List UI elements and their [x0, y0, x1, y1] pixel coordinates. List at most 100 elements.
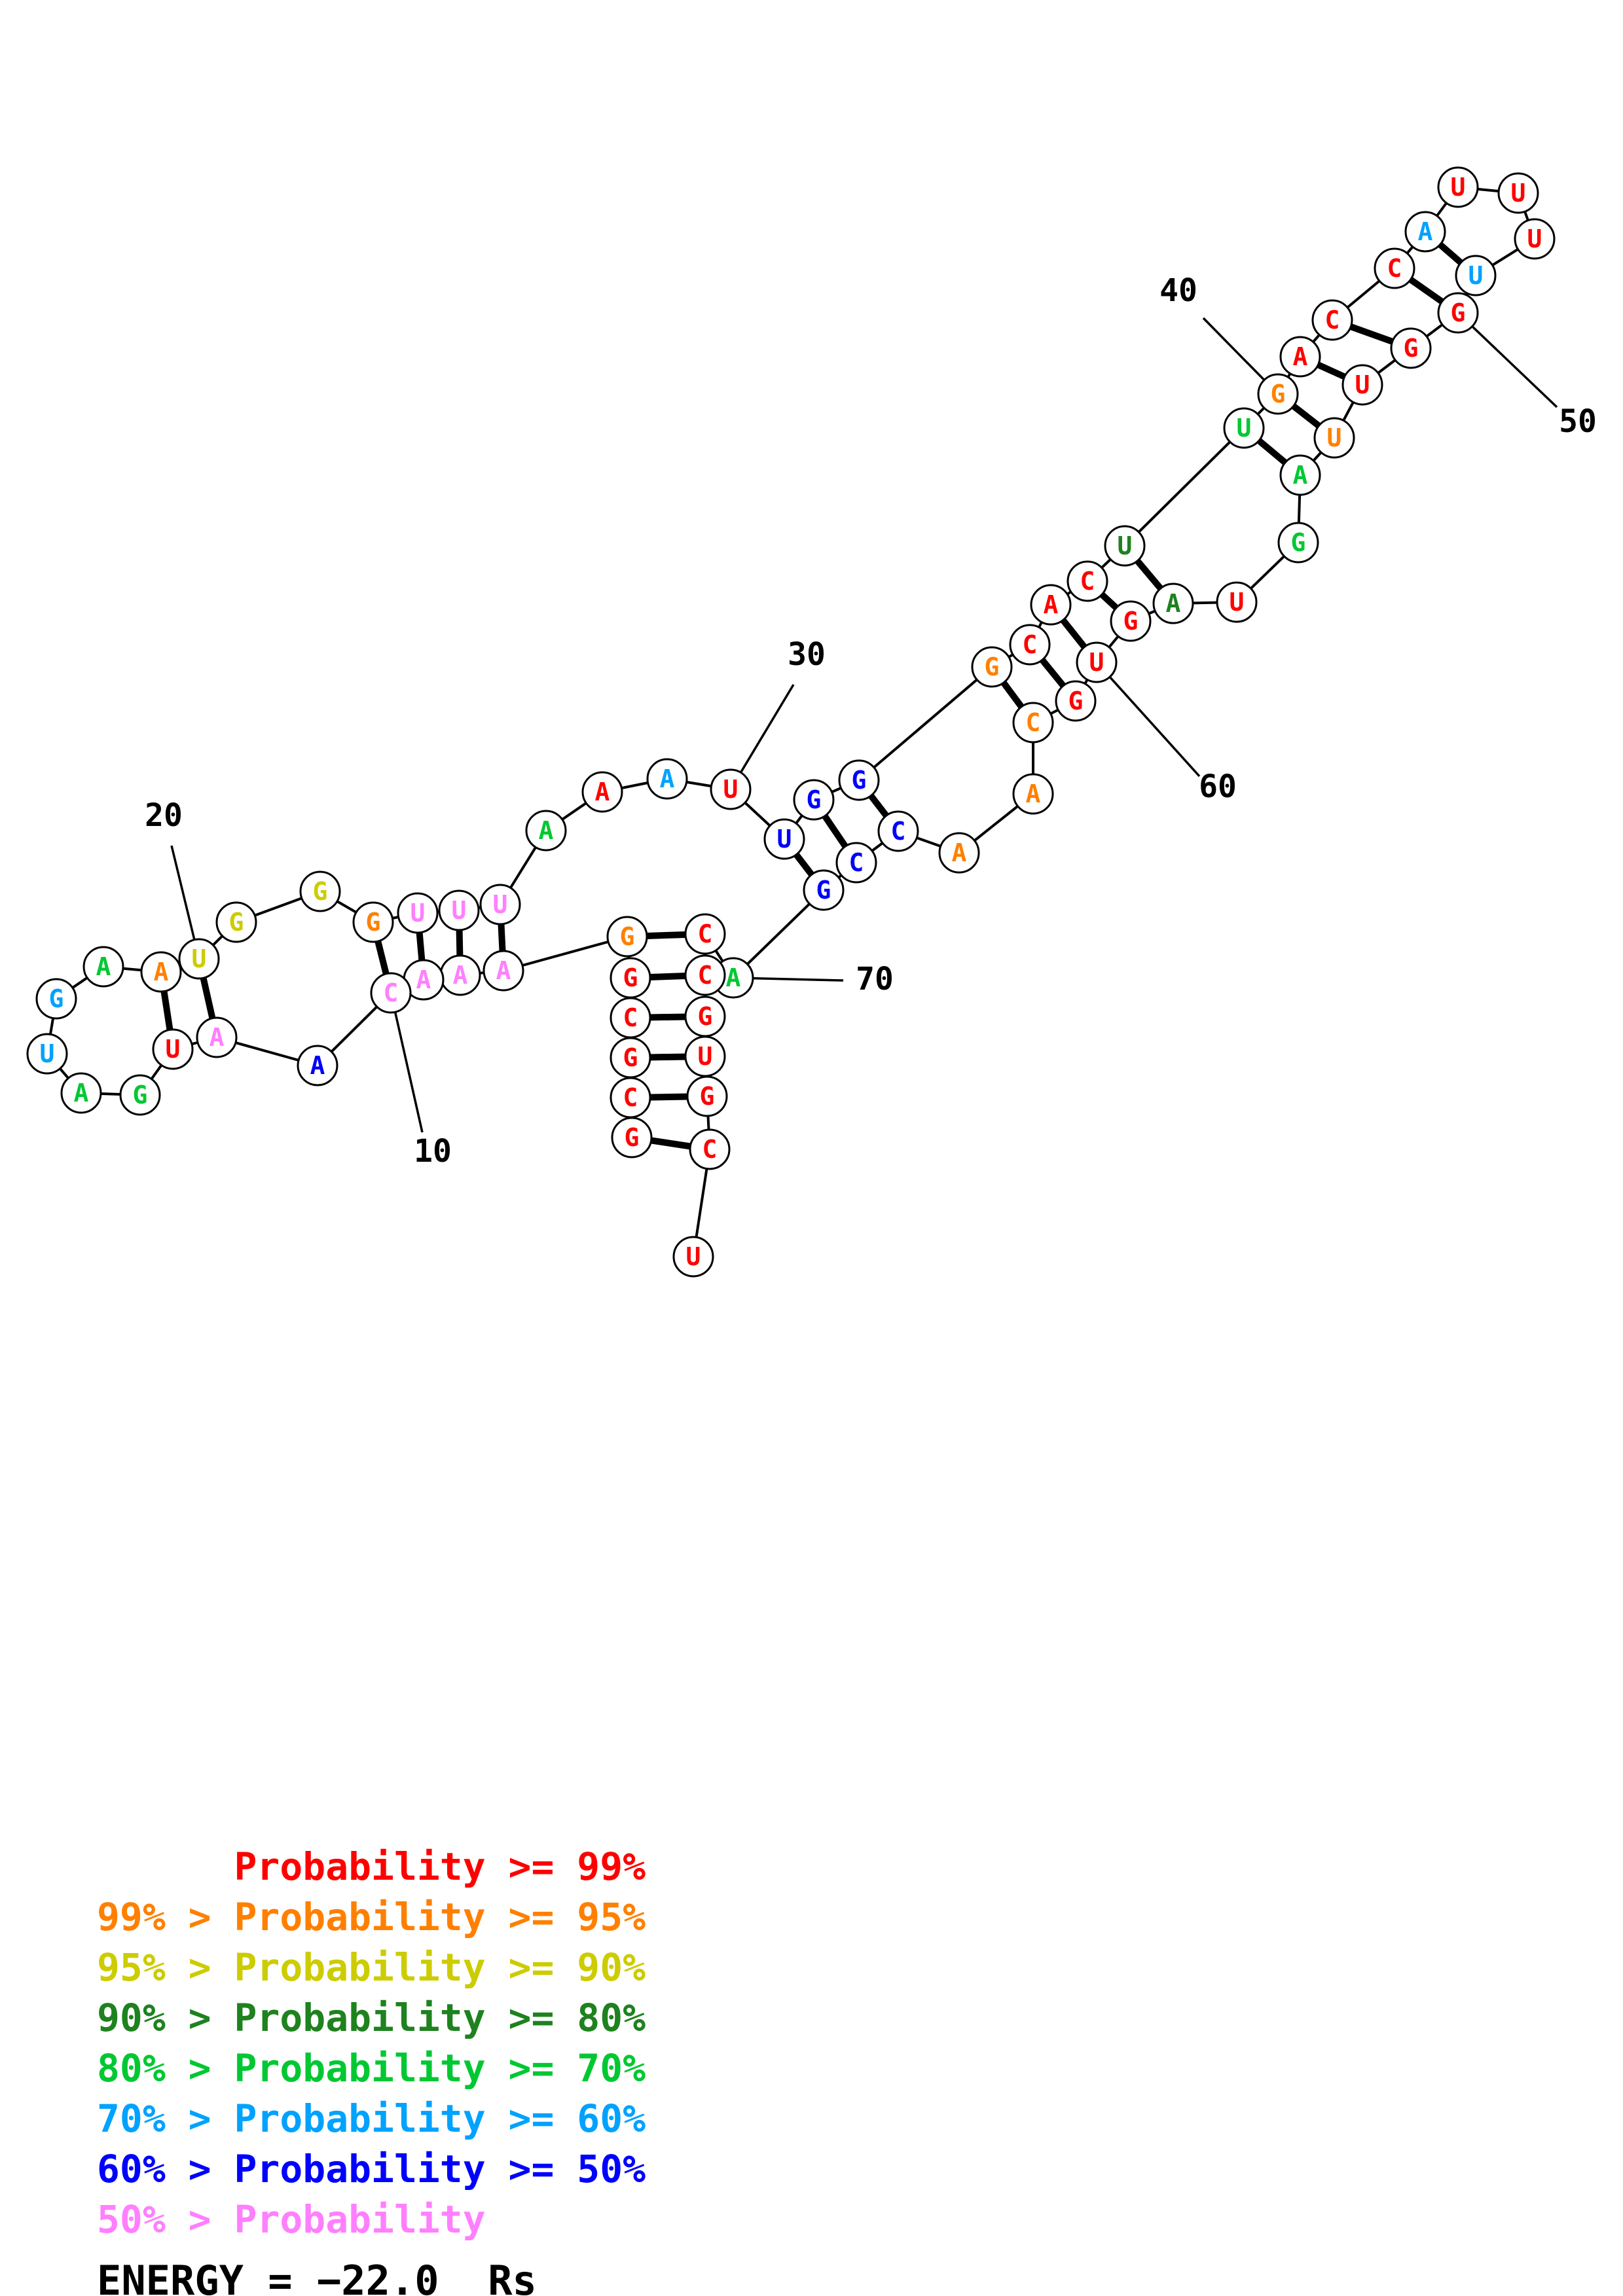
- nucleotide-base: U: [1527, 224, 1542, 253]
- nucleotide-base: U: [1468, 261, 1484, 290]
- nucleotide-base: G: [229, 908, 244, 937]
- nucleotide-base: A: [1044, 590, 1059, 619]
- nucleotide-circle: [297, 1045, 338, 1086]
- nucleotide-circle: [835, 842, 877, 884]
- position-label: 20: [145, 797, 183, 834]
- nucleotide-circle: [438, 889, 480, 931]
- nucleotide-circle: [1277, 522, 1319, 564]
- position-label: 40: [1159, 272, 1197, 309]
- nucleotide-base: G: [1123, 607, 1139, 636]
- nucleotide-base: G: [852, 766, 867, 795]
- nucleotide-base: G: [623, 963, 638, 992]
- nucleotide-base: C: [384, 978, 399, 1007]
- nucleotide-circle: [684, 913, 726, 955]
- nucleotide-base: G: [366, 908, 381, 937]
- nucleotide-base: A: [595, 778, 610, 806]
- nucleotide-base: U: [1451, 173, 1466, 202]
- backbone-segment: [732, 889, 825, 979]
- label-line: [1095, 661, 1201, 778]
- nucleotide-base: G: [133, 1081, 148, 1109]
- nucleotide-base: G: [623, 1043, 638, 1072]
- nucleotide-circle: [196, 1016, 238, 1058]
- nucleotide-base: U: [1355, 370, 1370, 399]
- nucleotide-circle: [119, 1074, 161, 1116]
- position-label: 30: [788, 636, 826, 673]
- nucleotide-circle: [1055, 680, 1097, 722]
- nucleotide-base: U: [410, 899, 426, 927]
- nucleotide-circle: [938, 832, 980, 874]
- nucleotide-base: C: [1023, 630, 1038, 659]
- nucleotide-base: C: [1080, 567, 1095, 596]
- nucleotide-circle: [397, 892, 439, 934]
- nucleotide-circle: [1012, 702, 1054, 744]
- nucleotide-base: U: [1118, 531, 1133, 560]
- nucleotide-base: A: [660, 764, 675, 793]
- nucleotide-circle: [352, 901, 394, 943]
- nucleotide-base: G: [313, 877, 328, 906]
- nucleotide-base: G: [49, 984, 64, 1013]
- nucleotide-circle: [483, 950, 524, 992]
- nucleotide-circle: [710, 768, 752, 810]
- nucleotide-base: A: [539, 816, 554, 845]
- nucleotide-circle: [689, 1128, 731, 1170]
- nucleotide-circle: [35, 978, 77, 1020]
- nucleotide-circle: [1437, 166, 1479, 208]
- nucleotide-circle: [178, 938, 220, 980]
- nucleotide-circle: [684, 954, 726, 996]
- nucleotide-base: G: [700, 1082, 715, 1111]
- nucleotide-circle: [877, 810, 919, 852]
- nucleotide-circle: [581, 771, 623, 813]
- nucleotide-circle: [672, 1236, 714, 1278]
- nucleotide-circle: [215, 901, 257, 943]
- nucleotide-base: U: [192, 944, 207, 973]
- label-line: [1457, 312, 1558, 408]
- nucleotide-base: A: [1418, 217, 1433, 246]
- nucleotide-base: C: [623, 1083, 638, 1112]
- nucleotide-circle: [1067, 560, 1108, 602]
- nucleotide-circle: [606, 916, 648, 958]
- nucleotide-circle: [610, 957, 651, 999]
- nucleotide-circle: [803, 869, 845, 911]
- nucleotide-circle: [1223, 407, 1265, 449]
- nucleotide-circle: [1012, 773, 1054, 815]
- nucleotide-base: U: [698, 1042, 713, 1071]
- nucleotide-circle: [1390, 327, 1432, 369]
- nucleotide-circle: [1341, 364, 1383, 406]
- nucleotide-base: G: [625, 1123, 640, 1152]
- nucleotide-circle: [793, 779, 835, 821]
- nucleotide-circle: [1374, 247, 1415, 289]
- nucleotide-circle: [1216, 581, 1258, 623]
- nucleotide-circle: [1279, 336, 1321, 378]
- nucleotide-circle: [370, 972, 412, 1014]
- nucleotide-base: G: [1271, 380, 1286, 408]
- nucleotide-circle: [1404, 211, 1446, 253]
- nucleotide-base: C: [1026, 708, 1041, 737]
- nucleotide-circle: [82, 946, 124, 988]
- nucleotide-circle: [1497, 172, 1539, 214]
- nucleotide-base: G: [1291, 528, 1306, 557]
- backbone-segment: [503, 935, 628, 972]
- nucleotide-base: U: [686, 1242, 701, 1271]
- nucleotide-base: A: [310, 1051, 325, 1080]
- nucleotide-circle: [1311, 299, 1353, 341]
- nucleotide-base: C: [891, 817, 906, 846]
- nucleotide-base: C: [1387, 254, 1402, 283]
- nucleotide-base: C: [623, 1003, 638, 1032]
- nucleotide-base: U: [1327, 423, 1342, 452]
- nucleotide-base: C: [702, 1135, 718, 1164]
- nucleotide-circle: [1279, 454, 1321, 496]
- nucleotide-base: U: [1089, 648, 1104, 677]
- backbone-segment: [858, 666, 993, 781]
- nucleotide-base: U: [493, 890, 508, 919]
- nucleotide-base: U: [1237, 414, 1252, 442]
- nucleotide-base: A: [74, 1079, 89, 1107]
- backbone-segment: [1123, 427, 1245, 547]
- nucleotide-base: A: [96, 952, 111, 981]
- nucleotide-circle: [525, 810, 567, 852]
- nucleotide-base: G: [807, 785, 822, 814]
- nucleotide-base: U: [1511, 179, 1526, 207]
- nucleotide-circle: [646, 758, 688, 800]
- nucleotide-circle: [1009, 624, 1051, 666]
